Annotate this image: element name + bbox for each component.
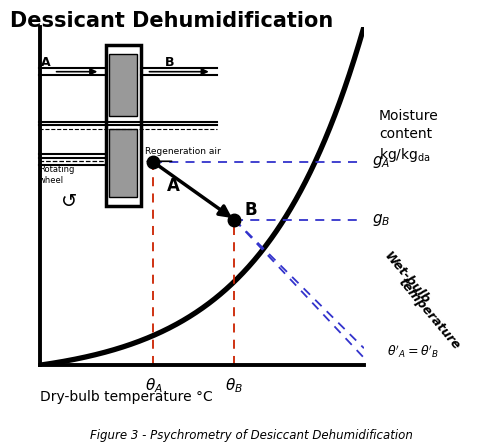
Text: Dry-bulb temperature °C: Dry-bulb temperature °C [40, 391, 212, 405]
Text: Moisture: Moisture [378, 109, 438, 124]
Bar [109, 129, 137, 197]
Text: $\theta'_A = \theta'_B$: $\theta'_A = \theta'_B$ [386, 343, 438, 360]
Text: temperature: temperature [395, 276, 462, 352]
Text: $g_B$: $g_B$ [371, 211, 390, 228]
Text: Rotating
wheel: Rotating wheel [39, 165, 74, 185]
Text: Figure 3 - Psychrometry of Desiccant Dehumidification: Figure 3 - Psychrometry of Desiccant Deh… [89, 429, 412, 442]
Bar [106, 45, 141, 206]
Text: Regeneration air: Regeneration air [144, 147, 220, 156]
Text: A: A [166, 177, 179, 195]
Text: content: content [378, 127, 431, 142]
Text: B: B [165, 56, 174, 69]
Text: B: B [243, 201, 256, 219]
Bar [109, 54, 137, 116]
Text: $\circlearrowleft$: $\circlearrowleft$ [57, 191, 78, 210]
Text: A: A [41, 56, 50, 69]
Text: $g_A$: $g_A$ [371, 154, 389, 170]
Text: Dessicant Dehumidification: Dessicant Dehumidification [10, 11, 333, 31]
Text: $\theta_B$: $\theta_B$ [225, 376, 243, 395]
Text: $\theta_A$: $\theta_A$ [144, 376, 162, 395]
Text: Wet-bulb: Wet-bulb [380, 249, 431, 306]
Text: kg/kg$_{\rm da}$: kg/kg$_{\rm da}$ [378, 146, 430, 164]
